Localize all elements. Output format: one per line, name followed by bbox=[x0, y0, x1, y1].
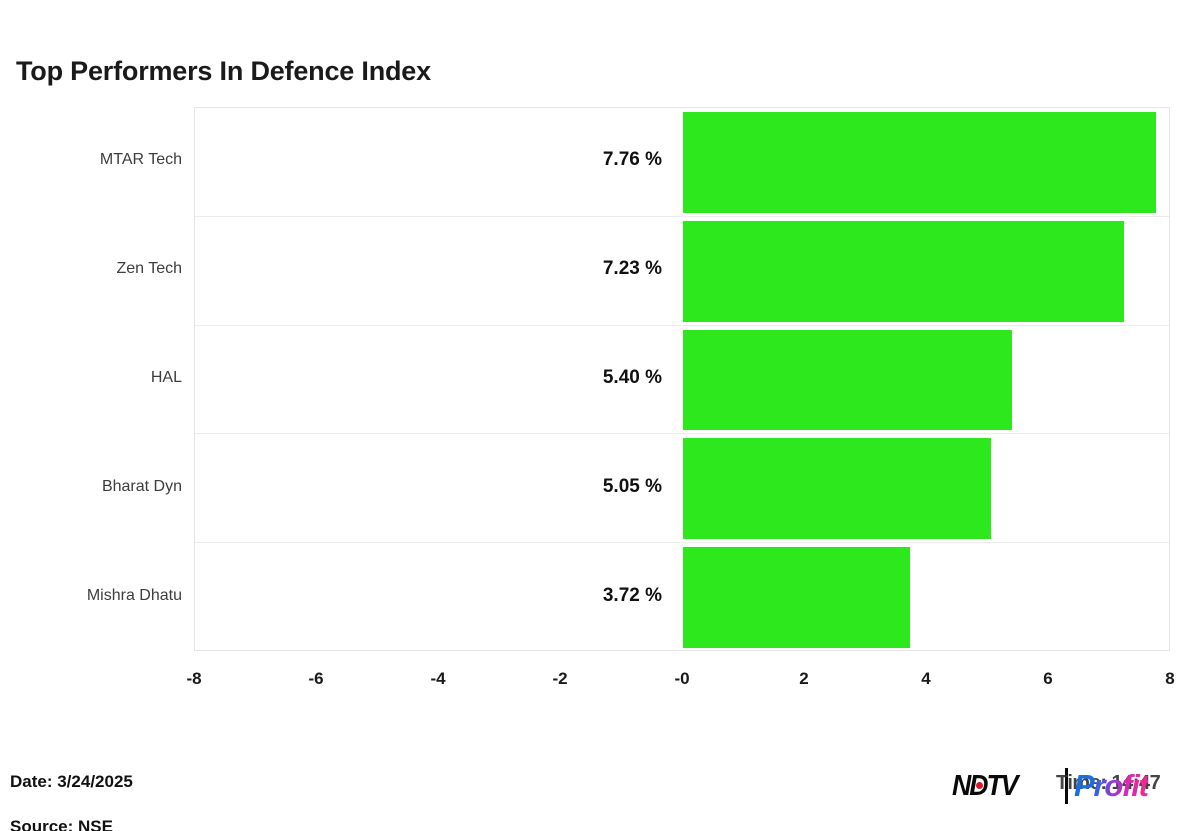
ndtv-profit-logo: NDTV Time: 14:47 Profit bbox=[952, 766, 1196, 808]
value-label: 7.23 % bbox=[602, 258, 662, 280]
value-label: 7.76 % bbox=[602, 149, 662, 171]
value-label: 3.72 % bbox=[602, 584, 662, 606]
chart-row-band bbox=[195, 326, 1169, 435]
logo-timestamp: Time: 14:47 bbox=[1056, 772, 1161, 795]
bar[interactable] bbox=[683, 220, 1125, 322]
category-label: Mishra Dhatu bbox=[86, 586, 182, 604]
x-tick-label: 6 bbox=[1043, 669, 1053, 688]
x-tick-label: 4 bbox=[921, 669, 931, 688]
chart-row-band bbox=[195, 108, 1169, 217]
chart-row-band bbox=[195, 434, 1169, 544]
page-title: Top Performers In Defence Index bbox=[16, 56, 431, 86]
footer-date: Date: 3/24/2025 bbox=[10, 772, 133, 791]
x-tick-label: -8 bbox=[186, 669, 202, 688]
x-tick-label: -4 bbox=[430, 669, 446, 688]
bar[interactable] bbox=[683, 438, 992, 540]
x-tick-label: -0 bbox=[674, 669, 690, 688]
category-label: Bharat Dyn bbox=[101, 477, 182, 495]
category-label: MTAR Tech bbox=[99, 151, 182, 169]
category-label: Zen Tech bbox=[116, 260, 182, 278]
footer-source: Source: NSE bbox=[10, 817, 113, 831]
chart-row-band bbox=[195, 217, 1169, 326]
bar[interactable] bbox=[683, 547, 910, 648]
value-label: 5.05 % bbox=[602, 475, 662, 497]
ndtv-wordmark: NDTV bbox=[952, 770, 1019, 802]
category-label: HAL bbox=[150, 369, 182, 386]
chart-row-band bbox=[195, 543, 1169, 652]
bar[interactable] bbox=[683, 112, 1157, 213]
x-tick-label: -6 bbox=[308, 669, 324, 688]
x-tick-label: 8 bbox=[1165, 669, 1175, 688]
x-tick-label: 2 bbox=[799, 669, 809, 688]
plot-area bbox=[194, 107, 1170, 651]
profit-wordmark: Profit bbox=[1074, 768, 1149, 803]
x-tick-label: -2 bbox=[552, 669, 568, 688]
bar[interactable] bbox=[683, 329, 1013, 431]
value-label: 5.40 % bbox=[602, 367, 662, 388]
logo-dot-icon bbox=[976, 782, 983, 789]
logo-separator bbox=[1065, 768, 1068, 804]
x-axis: -8 -6 -4 -2 -0 2 4 6 8 bbox=[0, 651, 1200, 691]
